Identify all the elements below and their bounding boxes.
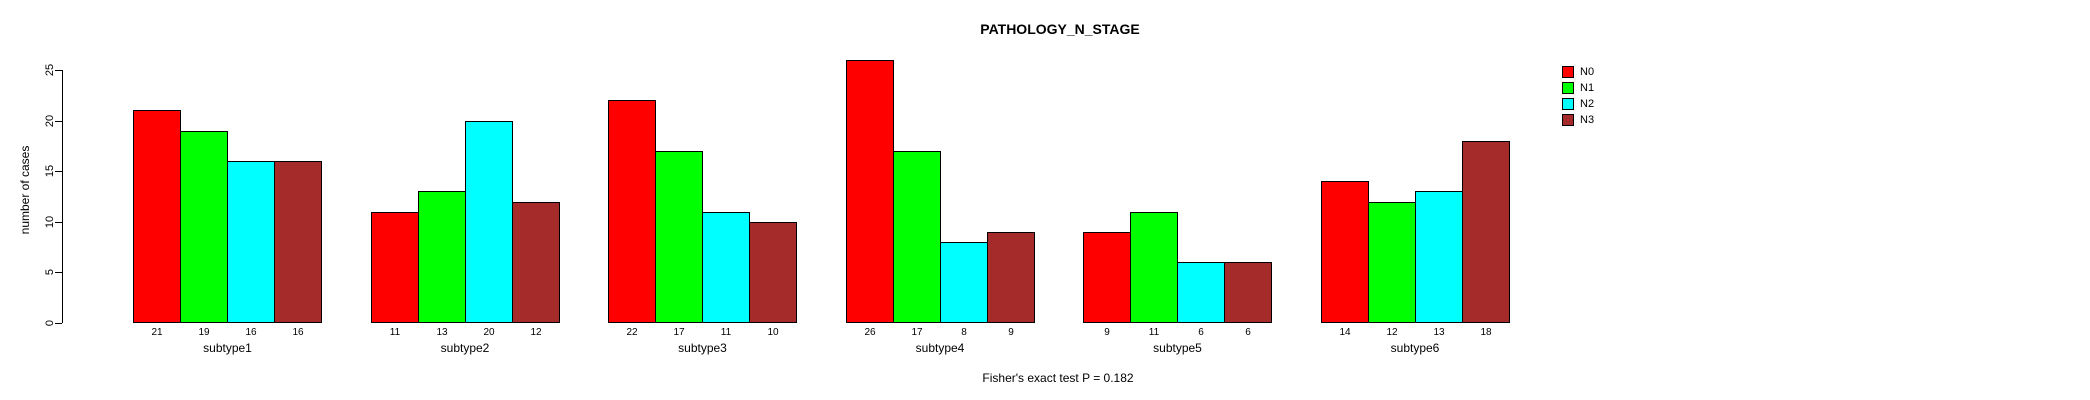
stat-note: Fisher's exact test P = 0.182 [982, 371, 1134, 385]
bar-value-label: 20 [483, 327, 495, 338]
y-tick-mark [55, 222, 62, 223]
category-label-subtype1: subtype1 [203, 341, 252, 355]
bar-value-label: 9 [1104, 327, 1110, 338]
y-tick-mark [55, 70, 62, 71]
legend-row-n0: N0 [1562, 66, 1594, 78]
legend-swatch-n2 [1562, 98, 1574, 110]
bar-value-label: 13 [436, 327, 448, 338]
legend-label: N1 [1580, 82, 1595, 94]
bar-n0-subtype5 [1083, 232, 1131, 323]
legend-row-n3: N3 [1562, 114, 1594, 126]
chart-title: PATHOLOGY_N_STAGE [980, 21, 1140, 37]
bar-n2-subtype1 [227, 161, 275, 323]
bar-value-label: 14 [1339, 327, 1351, 338]
bar-n3-subtype2 [512, 202, 560, 323]
y-tick-mark [55, 272, 62, 273]
bar-n1-subtype1 [180, 131, 228, 323]
y-tick-mark [55, 171, 62, 172]
bar-n2-subtype5 [1177, 262, 1225, 323]
legend-swatch-n3 [1562, 114, 1574, 126]
bar-value-label: 6 [1198, 327, 1204, 338]
legend-row-n1: N1 [1562, 82, 1594, 94]
bar-value-label: 10 [767, 327, 779, 338]
y-tick-label: 10 [44, 215, 56, 229]
bar-value-label: 17 [673, 327, 685, 338]
bar-value-label: 18 [1480, 327, 1492, 338]
bar-n3-subtype6 [1462, 141, 1510, 323]
category-label-subtype5: subtype5 [1153, 341, 1202, 355]
bar-n2-subtype2 [465, 121, 513, 323]
bar-value-label: 6 [1245, 327, 1251, 338]
bar-value-label: 26 [864, 327, 876, 338]
category-label-subtype2: subtype2 [440, 341, 490, 355]
bar-value-label: 11 [389, 327, 401, 338]
bar-n0-subtype1 [133, 110, 181, 323]
bar-value-label: 9 [1008, 327, 1014, 338]
y-tick-mark [55, 323, 62, 324]
bar-n3-subtype1 [274, 161, 322, 323]
legend-swatch-n1 [1562, 82, 1574, 94]
bar-value-label: 16 [292, 327, 304, 338]
bar-n2-subtype6 [1415, 191, 1463, 323]
y-axis-line [62, 70, 63, 323]
bar-n0-subtype3 [608, 100, 656, 323]
legend-label: N2 [1580, 98, 1595, 110]
legend-swatch-n0 [1562, 66, 1574, 78]
y-axis-title: number of cases [18, 145, 32, 235]
bar-n1-subtype3 [655, 151, 703, 323]
legend: N0 N1 N2 N3 [1562, 66, 1594, 130]
legend-row-n2: N2 [1562, 98, 1594, 110]
bar-n3-subtype3 [749, 222, 797, 323]
category-label-subtype4: subtype4 [915, 341, 965, 355]
bar-value-label: 21 [151, 327, 163, 338]
bar-n1-subtype4 [893, 151, 941, 323]
bar-value-label: 13 [1433, 327, 1445, 338]
bar-n1-subtype6 [1368, 202, 1416, 323]
bar-value-label: 22 [626, 327, 638, 338]
bar-value-label: 19 [198, 327, 210, 338]
bar-n3-subtype5 [1224, 262, 1272, 323]
bar-n1-subtype5 [1130, 212, 1178, 323]
category-label-subtype3: subtype3 [678, 341, 727, 355]
y-tick-label: 20 [44, 114, 56, 128]
y-tick-label: 5 [44, 268, 56, 276]
bar-n2-subtype3 [702, 212, 750, 323]
bar-value-label: 8 [961, 327, 967, 338]
bar-n0-subtype4 [846, 60, 894, 323]
bar-value-label: 12 [1386, 327, 1398, 338]
bar-n0-subtype2 [371, 212, 419, 323]
bar-n0-subtype6 [1321, 181, 1369, 323]
bar-value-label: 12 [530, 327, 542, 338]
y-tick-mark [55, 121, 62, 122]
bar-value-label: 16 [245, 327, 257, 338]
y-tick-label: 25 [44, 63, 56, 77]
bar-value-label: 17 [911, 327, 923, 338]
bar-value-label: 11 [720, 327, 732, 338]
y-tick-label: 15 [44, 164, 56, 178]
bar-n3-subtype4 [987, 232, 1035, 323]
legend-label: N3 [1580, 114, 1595, 126]
legend-label: N0 [1580, 66, 1595, 78]
category-label-subtype6: subtype6 [1390, 341, 1440, 355]
y-tick-label: 0 [44, 319, 56, 327]
bar-value-label: 11 [1148, 327, 1160, 338]
bar-n1-subtype2 [418, 191, 466, 323]
bar-n2-subtype4 [940, 242, 988, 323]
